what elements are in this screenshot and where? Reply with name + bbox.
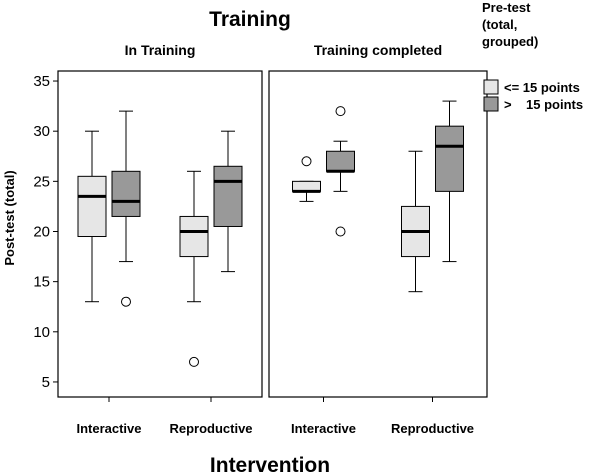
- y-tick-label: 5: [42, 374, 50, 391]
- panel-title: Training completed: [314, 42, 442, 58]
- box-iqr: [77, 175, 107, 238]
- outlier-point: [335, 226, 346, 237]
- y-axis-label: Post-test (total): [2, 170, 17, 265]
- legend-title-line-3: grouped): [482, 34, 538, 49]
- legend-swatch-low: [483, 79, 499, 95]
- panel-frame: [268, 70, 488, 398]
- box-high: [326, 106, 355, 237]
- box-iqr: [435, 125, 464, 192]
- box-low: [179, 170, 209, 367]
- outlier-point: [301, 156, 312, 167]
- x-axis-label: Intervention: [210, 454, 330, 474]
- box-low: [292, 156, 321, 202]
- y-tick-label: 10: [33, 324, 50, 341]
- panel-1: [57, 70, 263, 398]
- y-tick-label: 25: [33, 173, 50, 190]
- category-label: Reproductive: [391, 421, 474, 436]
- chart-title: Training: [209, 8, 291, 31]
- box-iqr: [292, 180, 321, 192]
- y-tick-label: 30: [33, 123, 50, 140]
- box-iqr: [326, 150, 355, 172]
- box-high: [111, 110, 141, 307]
- outlier-point: [121, 296, 131, 307]
- outlier-point: [335, 106, 346, 117]
- outlier-point: [189, 356, 199, 367]
- legend-title-line-2: (total,: [482, 17, 517, 32]
- legend-title-line-1: Pre-test: [482, 0, 531, 15]
- panel-frame: [57, 70, 263, 398]
- legend-swatch-high: [483, 96, 499, 112]
- legend: Pre-test (total, grouped) <= 15 points >…: [482, 0, 583, 112]
- box-high: [435, 100, 464, 263]
- legend-label-low: <= 15 points: [504, 80, 580, 95]
- y-tick-label: 35: [33, 73, 50, 90]
- box-high: [213, 130, 243, 273]
- category-label: Interactive: [76, 421, 141, 436]
- box-low: [401, 150, 430, 293]
- panel-title: In Training: [125, 42, 196, 58]
- panel-2: [268, 70, 488, 398]
- category-label: Reproductive: [169, 421, 252, 436]
- box-low: [77, 130, 107, 303]
- category-label: Interactive: [291, 421, 356, 436]
- box-iqr: [179, 215, 209, 258]
- y-tick-label: 15: [33, 274, 50, 291]
- box-iqr: [213, 165, 243, 227]
- y-tick-label: 20: [33, 223, 50, 240]
- box-iqr: [111, 170, 141, 217]
- legend-label-high: > 15 points: [504, 97, 583, 112]
